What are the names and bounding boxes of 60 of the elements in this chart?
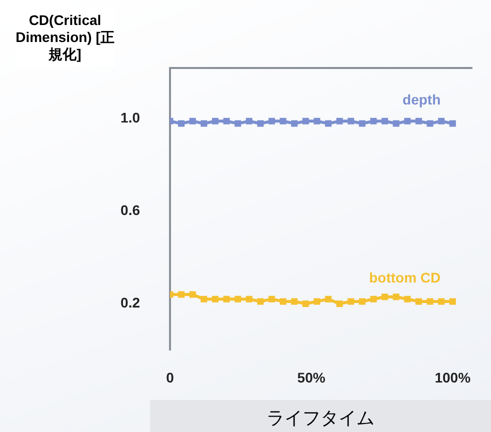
point — [200, 120, 208, 127]
point — [325, 296, 332, 302]
point — [291, 120, 298, 127]
point — [212, 118, 218, 124]
point — [382, 294, 388, 300]
point — [189, 118, 196, 124]
point — [426, 298, 434, 305]
y-tick-label: 1.0 — [120, 110, 140, 126]
point — [370, 296, 377, 302]
series-label: bottom CD — [369, 269, 441, 286]
point — [348, 298, 354, 305]
point — [302, 300, 309, 308]
point — [302, 118, 309, 124]
series-label: depth — [402, 91, 441, 108]
point — [370, 118, 377, 124]
x-tick-label: 100% — [434, 369, 472, 386]
point — [438, 298, 445, 305]
point — [382, 118, 388, 124]
point — [404, 296, 411, 302]
point — [178, 120, 185, 127]
point — [348, 118, 354, 124]
point — [200, 296, 208, 302]
point — [314, 118, 320, 124]
point — [234, 296, 242, 302]
x-tick-label: 50% — [297, 369, 326, 386]
point — [314, 298, 320, 305]
point — [426, 120, 434, 127]
point — [178, 291, 185, 298]
point — [268, 118, 276, 124]
point — [212, 296, 218, 302]
point — [189, 291, 196, 298]
point — [246, 296, 252, 302]
point — [257, 120, 264, 127]
point — [291, 298, 298, 305]
y-axis-title: CD(Critical Dimension) [正規化] — [15, 8, 115, 67]
point — [257, 298, 264, 305]
point — [415, 118, 422, 124]
point — [336, 300, 343, 308]
point — [223, 296, 230, 302]
point — [438, 118, 445, 124]
point — [404, 118, 411, 124]
point — [234, 120, 242, 127]
x-axis-title: ライフタイム — [150, 400, 491, 432]
point — [415, 298, 422, 305]
point — [246, 118, 252, 124]
point — [392, 120, 400, 127]
point — [280, 118, 286, 124]
point — [223, 118, 230, 124]
point — [449, 120, 456, 127]
point — [325, 120, 332, 127]
point — [268, 296, 276, 302]
point — [449, 298, 456, 305]
point — [358, 298, 366, 305]
point — [336, 118, 343, 124]
x-tick-label: 0 — [166, 369, 174, 386]
y-tick-label: 0.2 — [120, 294, 140, 311]
point — [280, 298, 286, 305]
point — [392, 294, 400, 300]
point — [358, 120, 366, 127]
y-tick-label: 0.6 — [120, 202, 140, 218]
